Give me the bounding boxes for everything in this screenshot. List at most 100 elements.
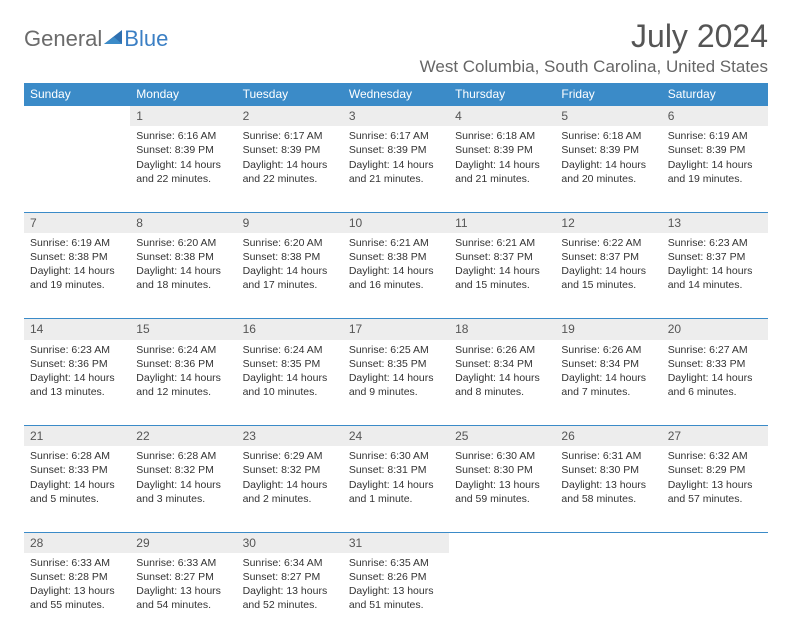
day-number-cell: 31 (343, 532, 449, 553)
sunset-text: Sunset: 8:37 PM (561, 250, 655, 264)
day-content-row: Sunrise: 6:19 AMSunset: 8:38 PMDaylight:… (24, 233, 768, 319)
day-content-cell: Sunrise: 6:19 AMSunset: 8:38 PMDaylight:… (24, 233, 130, 319)
daylight-text: Daylight: 14 hours and 15 minutes. (561, 264, 655, 292)
daylight-text: Daylight: 14 hours and 18 minutes. (136, 264, 230, 292)
sunrise-text: Sunrise: 6:32 AM (668, 449, 762, 463)
sunrise-text: Sunrise: 6:19 AM (30, 236, 124, 250)
day-number-cell (555, 532, 661, 553)
sunrise-text: Sunrise: 6:20 AM (136, 236, 230, 250)
daylight-text: Daylight: 14 hours and 6 minutes. (668, 371, 762, 399)
title-block: July 2024 West Columbia, South Carolina,… (420, 18, 768, 77)
sunrise-text: Sunrise: 6:19 AM (668, 129, 762, 143)
day-content-cell: Sunrise: 6:28 AMSunset: 8:33 PMDaylight:… (24, 446, 130, 532)
day-content-cell: Sunrise: 6:19 AMSunset: 8:39 PMDaylight:… (662, 126, 768, 212)
daylight-text: Daylight: 14 hours and 19 minutes. (30, 264, 124, 292)
day-content-cell: Sunrise: 6:29 AMSunset: 8:32 PMDaylight:… (237, 446, 343, 532)
sunset-text: Sunset: 8:33 PM (668, 357, 762, 371)
daylight-text: Daylight: 14 hours and 17 minutes. (243, 264, 337, 292)
day-number-row: 14151617181920 (24, 319, 768, 340)
daylight-text: Daylight: 14 hours and 16 minutes. (349, 264, 443, 292)
day-number-cell: 7 (24, 212, 130, 233)
sunrise-text: Sunrise: 6:16 AM (136, 129, 230, 143)
daylight-text: Daylight: 14 hours and 2 minutes. (243, 478, 337, 506)
sunrise-text: Sunrise: 6:28 AM (136, 449, 230, 463)
daylight-text: Daylight: 14 hours and 14 minutes. (668, 264, 762, 292)
day-content-row: Sunrise: 6:23 AMSunset: 8:36 PMDaylight:… (24, 340, 768, 426)
day-content-cell: Sunrise: 6:20 AMSunset: 8:38 PMDaylight:… (130, 233, 236, 319)
weekday-header: Thursday (449, 83, 555, 106)
sunset-text: Sunset: 8:27 PM (243, 570, 337, 584)
sunrise-text: Sunrise: 6:24 AM (243, 343, 337, 357)
day-number-cell: 10 (343, 212, 449, 233)
day-number-cell: 28 (24, 532, 130, 553)
daylight-text: Daylight: 14 hours and 1 minute. (349, 478, 443, 506)
day-number-cell (449, 532, 555, 553)
sunset-text: Sunset: 8:39 PM (668, 143, 762, 157)
sunrise-text: Sunrise: 6:33 AM (136, 556, 230, 570)
day-content-cell: Sunrise: 6:21 AMSunset: 8:37 PMDaylight:… (449, 233, 555, 319)
sunset-text: Sunset: 8:27 PM (136, 570, 230, 584)
day-content-row: Sunrise: 6:28 AMSunset: 8:33 PMDaylight:… (24, 446, 768, 532)
day-number-cell: 20 (662, 319, 768, 340)
sunrise-text: Sunrise: 6:17 AM (243, 129, 337, 143)
daylight-text: Daylight: 14 hours and 9 minutes. (349, 371, 443, 399)
sunrise-text: Sunrise: 6:26 AM (455, 343, 549, 357)
sunrise-text: Sunrise: 6:34 AM (243, 556, 337, 570)
calendar-table: SundayMondayTuesdayWednesdayThursdayFrid… (24, 83, 768, 639)
sunrise-text: Sunrise: 6:26 AM (561, 343, 655, 357)
day-number-cell: 21 (24, 426, 130, 447)
sunrise-text: Sunrise: 6:21 AM (455, 236, 549, 250)
sunset-text: Sunset: 8:38 PM (349, 250, 443, 264)
sunrise-text: Sunrise: 6:18 AM (455, 129, 549, 143)
daylight-text: Daylight: 14 hours and 19 minutes. (668, 158, 762, 186)
day-number-row: 21222324252627 (24, 426, 768, 447)
sunset-text: Sunset: 8:37 PM (668, 250, 762, 264)
daylight-text: Daylight: 14 hours and 20 minutes. (561, 158, 655, 186)
logo-sail-icon (102, 28, 124, 51)
sunrise-text: Sunrise: 6:20 AM (243, 236, 337, 250)
daylight-text: Daylight: 14 hours and 10 minutes. (243, 371, 337, 399)
weekday-header: Monday (130, 83, 236, 106)
day-content-cell: Sunrise: 6:16 AMSunset: 8:39 PMDaylight:… (130, 126, 236, 212)
day-number-cell: 30 (237, 532, 343, 553)
day-content-cell (555, 553, 661, 639)
daylight-text: Daylight: 14 hours and 22 minutes. (243, 158, 337, 186)
day-content-cell: Sunrise: 6:21 AMSunset: 8:38 PMDaylight:… (343, 233, 449, 319)
sunset-text: Sunset: 8:38 PM (243, 250, 337, 264)
day-content-cell: Sunrise: 6:23 AMSunset: 8:37 PMDaylight:… (662, 233, 768, 319)
day-number-cell: 26 (555, 426, 661, 447)
daylight-text: Daylight: 13 hours and 52 minutes. (243, 584, 337, 612)
sunrise-text: Sunrise: 6:27 AM (668, 343, 762, 357)
sunset-text: Sunset: 8:28 PM (30, 570, 124, 584)
daylight-text: Daylight: 14 hours and 12 minutes. (136, 371, 230, 399)
daylight-text: Daylight: 13 hours and 51 minutes. (349, 584, 443, 612)
day-content-cell: Sunrise: 6:26 AMSunset: 8:34 PMDaylight:… (449, 340, 555, 426)
day-content-cell: Sunrise: 6:28 AMSunset: 8:32 PMDaylight:… (130, 446, 236, 532)
sunrise-text: Sunrise: 6:21 AM (349, 236, 443, 250)
day-content-cell: Sunrise: 6:33 AMSunset: 8:27 PMDaylight:… (130, 553, 236, 639)
day-number-cell: 29 (130, 532, 236, 553)
month-title: July 2024 (420, 18, 768, 55)
sunset-text: Sunset: 8:39 PM (136, 143, 230, 157)
day-number-cell: 2 (237, 106, 343, 127)
sunrise-text: Sunrise: 6:25 AM (349, 343, 443, 357)
sunrise-text: Sunrise: 6:28 AM (30, 449, 124, 463)
day-content-cell: Sunrise: 6:17 AMSunset: 8:39 PMDaylight:… (237, 126, 343, 212)
day-content-cell: Sunrise: 6:32 AMSunset: 8:29 PMDaylight:… (662, 446, 768, 532)
sunset-text: Sunset: 8:36 PM (30, 357, 124, 371)
sunset-text: Sunset: 8:34 PM (455, 357, 549, 371)
sunrise-text: Sunrise: 6:30 AM (455, 449, 549, 463)
weekday-header: Wednesday (343, 83, 449, 106)
daylight-text: Daylight: 14 hours and 8 minutes. (455, 371, 549, 399)
day-number-cell (24, 106, 130, 127)
day-number-cell: 6 (662, 106, 768, 127)
sunrise-text: Sunrise: 6:31 AM (561, 449, 655, 463)
sunset-text: Sunset: 8:37 PM (455, 250, 549, 264)
sunset-text: Sunset: 8:33 PM (30, 463, 124, 477)
day-number-cell: 22 (130, 426, 236, 447)
daylight-text: Daylight: 14 hours and 5 minutes. (30, 478, 124, 506)
day-number-row: 28293031 (24, 532, 768, 553)
day-number-cell: 3 (343, 106, 449, 127)
day-content-cell: Sunrise: 6:17 AMSunset: 8:39 PMDaylight:… (343, 126, 449, 212)
sunset-text: Sunset: 8:36 PM (136, 357, 230, 371)
